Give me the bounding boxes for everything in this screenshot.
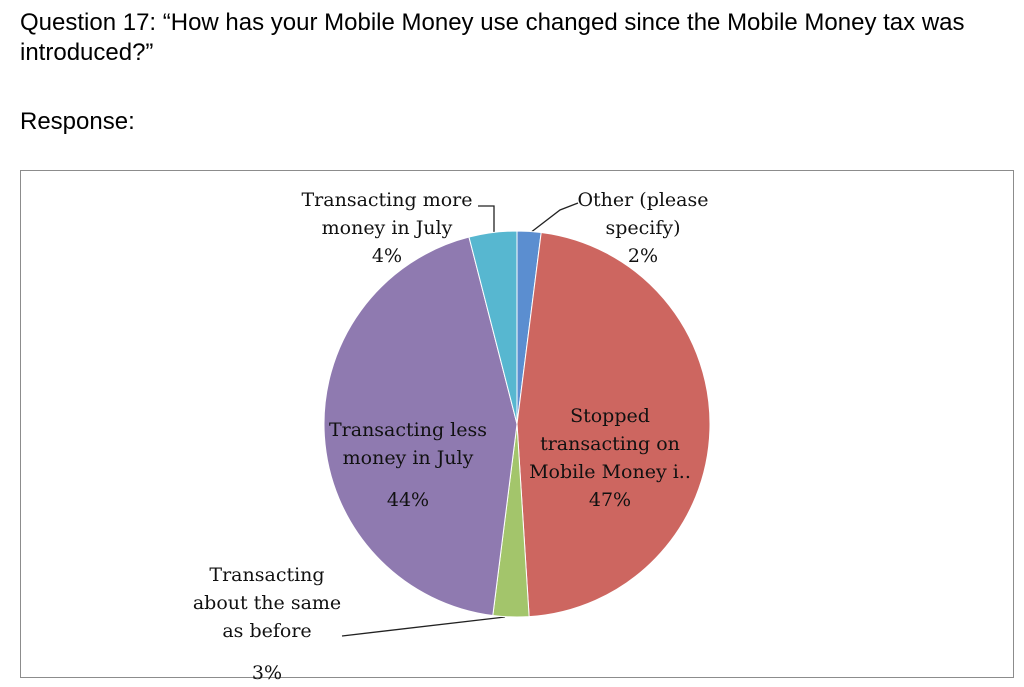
slice-value-label: 4% bbox=[371, 245, 403, 267]
slice-value-label: 47% bbox=[588, 489, 632, 511]
leader-line bbox=[341, 616, 506, 637]
slice-value-label: 3% bbox=[251, 662, 283, 684]
pie-slice bbox=[323, 236, 518, 617]
slice-label: Transacting about the same as before bbox=[192, 564, 342, 642]
pie-slice bbox=[468, 230, 518, 425]
slice-value-label: 44% bbox=[386, 489, 430, 511]
slice-label: Stopped transacting on Mobile Money i.. bbox=[529, 405, 691, 483]
question: Question 17: “How has your Mobile Money … bbox=[20, 9, 965, 66]
slice-label: Transacting less money in July bbox=[328, 419, 487, 469]
chart-frame bbox=[20, 170, 1014, 678]
pie-slice bbox=[516, 231, 711, 618]
slice-label: Transacting more money in July bbox=[301, 189, 473, 239]
response-label: Response: bbox=[20, 108, 135, 135]
leader-line bbox=[478, 205, 495, 233]
slice-value-label: 2% bbox=[627, 245, 659, 267]
leader-line bbox=[529, 202, 579, 234]
slice-label: Other (please specify) bbox=[577, 189, 709, 239]
